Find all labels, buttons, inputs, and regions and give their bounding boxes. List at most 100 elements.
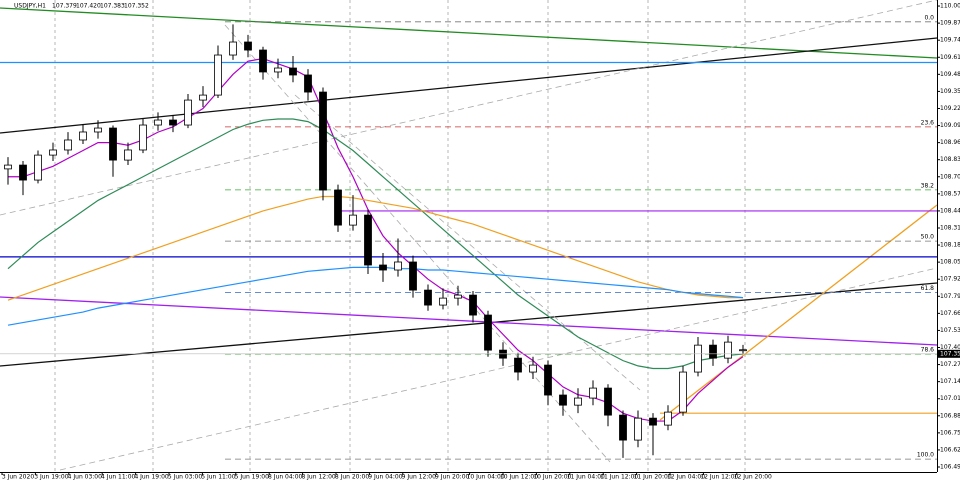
moving-average xyxy=(8,57,744,422)
y-tick-label: 107.660 xyxy=(940,310,960,317)
y-tick-label: 108.830 xyxy=(940,156,960,163)
x-tick-label: 4 Jun 03:00 xyxy=(68,474,102,481)
x-tick-label: 12 Jun 20:00 xyxy=(734,474,772,481)
ohlc: 107.352 xyxy=(124,3,149,10)
y-tick-label: 108.960 xyxy=(940,139,960,146)
x-tick-label: 12 Jun 12:00 xyxy=(700,474,738,481)
candle-body xyxy=(424,289,432,306)
candle-body xyxy=(199,94,207,101)
y-tick-label: 109.870 xyxy=(940,20,960,27)
candle-body xyxy=(139,124,147,151)
x-tick-label: 10 Jun 12:00 xyxy=(500,474,538,481)
candle-body xyxy=(49,149,57,156)
trendlines xyxy=(0,0,938,471)
vertical-grid xyxy=(54,0,746,472)
candle-body xyxy=(19,164,27,181)
candle-body xyxy=(634,417,642,441)
fib-label: 23.6 xyxy=(921,119,935,126)
y-tick-label: 107.270 xyxy=(940,361,960,368)
candle-body xyxy=(694,344,702,373)
candle-body xyxy=(484,314,492,351)
candle-body xyxy=(364,214,372,266)
y-tick-label: 106.620 xyxy=(940,446,960,453)
fib-label: 78.6 xyxy=(921,347,935,354)
candle-body xyxy=(379,264,387,271)
candle-body xyxy=(664,411,672,426)
candle-body xyxy=(304,74,312,93)
x-tick-label: 3 Jun 2020 xyxy=(2,474,34,481)
y-tick-label: 108.310 xyxy=(940,224,960,231)
candle-body xyxy=(169,119,177,126)
candle-body xyxy=(229,41,237,56)
x-tick-label: 9 Jun 12:00 xyxy=(402,474,436,481)
ohlc: 107.383 xyxy=(100,3,125,10)
y-tick-label: 110.000 xyxy=(940,3,960,10)
candle-body xyxy=(409,261,417,291)
candle-body xyxy=(529,364,537,373)
y-tick-label: 107.400 xyxy=(940,344,960,351)
candle-body xyxy=(649,417,657,426)
candle-body xyxy=(589,387,597,399)
candle-body xyxy=(109,127,117,161)
candle-body xyxy=(454,294,462,299)
candle-body xyxy=(4,164,12,170)
candle-body xyxy=(334,189,342,226)
candle-body xyxy=(604,387,612,416)
last-price-label: 107.352 xyxy=(940,350,960,357)
candle-body xyxy=(259,49,267,73)
x-tick-label: 11 Jun 20:00 xyxy=(634,474,672,481)
candle-body xyxy=(394,261,402,271)
candle-body xyxy=(739,349,747,352)
fib-label: 38.2 xyxy=(921,182,935,189)
candle-body xyxy=(124,149,132,161)
candle-body xyxy=(289,67,297,76)
candle-body xyxy=(64,139,72,151)
candle-body xyxy=(514,357,522,373)
candle-body xyxy=(499,349,507,359)
moving-average xyxy=(7,266,744,326)
y-tick-label: 109.740 xyxy=(940,37,960,44)
y-tick-label: 109.480 xyxy=(940,71,960,78)
x-tick-label: 9 Jun 20:00 xyxy=(435,474,469,481)
fib-label: 100.0 xyxy=(917,452,934,459)
y-tick-label: 108.180 xyxy=(940,242,960,249)
candle-body xyxy=(244,41,252,51)
y-tick-label: 108.700 xyxy=(940,173,960,180)
candle-body xyxy=(559,394,567,406)
candle-body xyxy=(274,67,282,73)
candle-body xyxy=(79,131,87,141)
y-tick-label: 109.220 xyxy=(940,105,960,112)
x-tick-label: 8 Jun 04:00 xyxy=(268,474,302,481)
x-tick-label: 9 Jun 04:00 xyxy=(368,474,402,481)
moving-average xyxy=(7,195,743,301)
x-tick-label: 5 Jun 03:00 xyxy=(168,474,202,481)
x-tick-label: 11 Jun 04:00 xyxy=(567,474,605,481)
y-tick-label: 109.090 xyxy=(940,122,960,129)
x-tick-label: 11 Jun 12:00 xyxy=(600,474,638,481)
candle-body xyxy=(349,214,357,226)
ohlc: 107.420 xyxy=(76,3,101,10)
fib-label: 61.8 xyxy=(921,285,935,292)
y-tick-label: 107.010 xyxy=(940,395,960,402)
x-tick-label: 5 Jun 11:00 xyxy=(201,474,235,481)
y-tick-label: 108.570 xyxy=(940,190,960,197)
candle-body xyxy=(439,297,447,306)
candle-body xyxy=(724,341,732,359)
y-tick-label: 108.050 xyxy=(940,259,960,266)
y-tick-label: 108.440 xyxy=(940,207,960,214)
candle-body xyxy=(574,397,582,406)
candle-body xyxy=(619,414,627,441)
fib-label: 0.0 xyxy=(924,14,934,21)
candle-body xyxy=(469,294,477,316)
candle-body xyxy=(154,119,162,126)
y-tick-label: 106.880 xyxy=(940,412,960,419)
moving-average xyxy=(7,118,744,370)
y-tick-label: 107.920 xyxy=(940,276,960,283)
x-tick-label: 5 Jun 19:00 xyxy=(235,474,269,481)
candle-body xyxy=(679,371,687,413)
fib-label: 50.0 xyxy=(921,234,935,241)
x-tick-label: 8 Jun 20:00 xyxy=(335,474,369,481)
symbol: USDJPY,H1 xyxy=(14,3,46,10)
candle-body xyxy=(184,99,192,126)
